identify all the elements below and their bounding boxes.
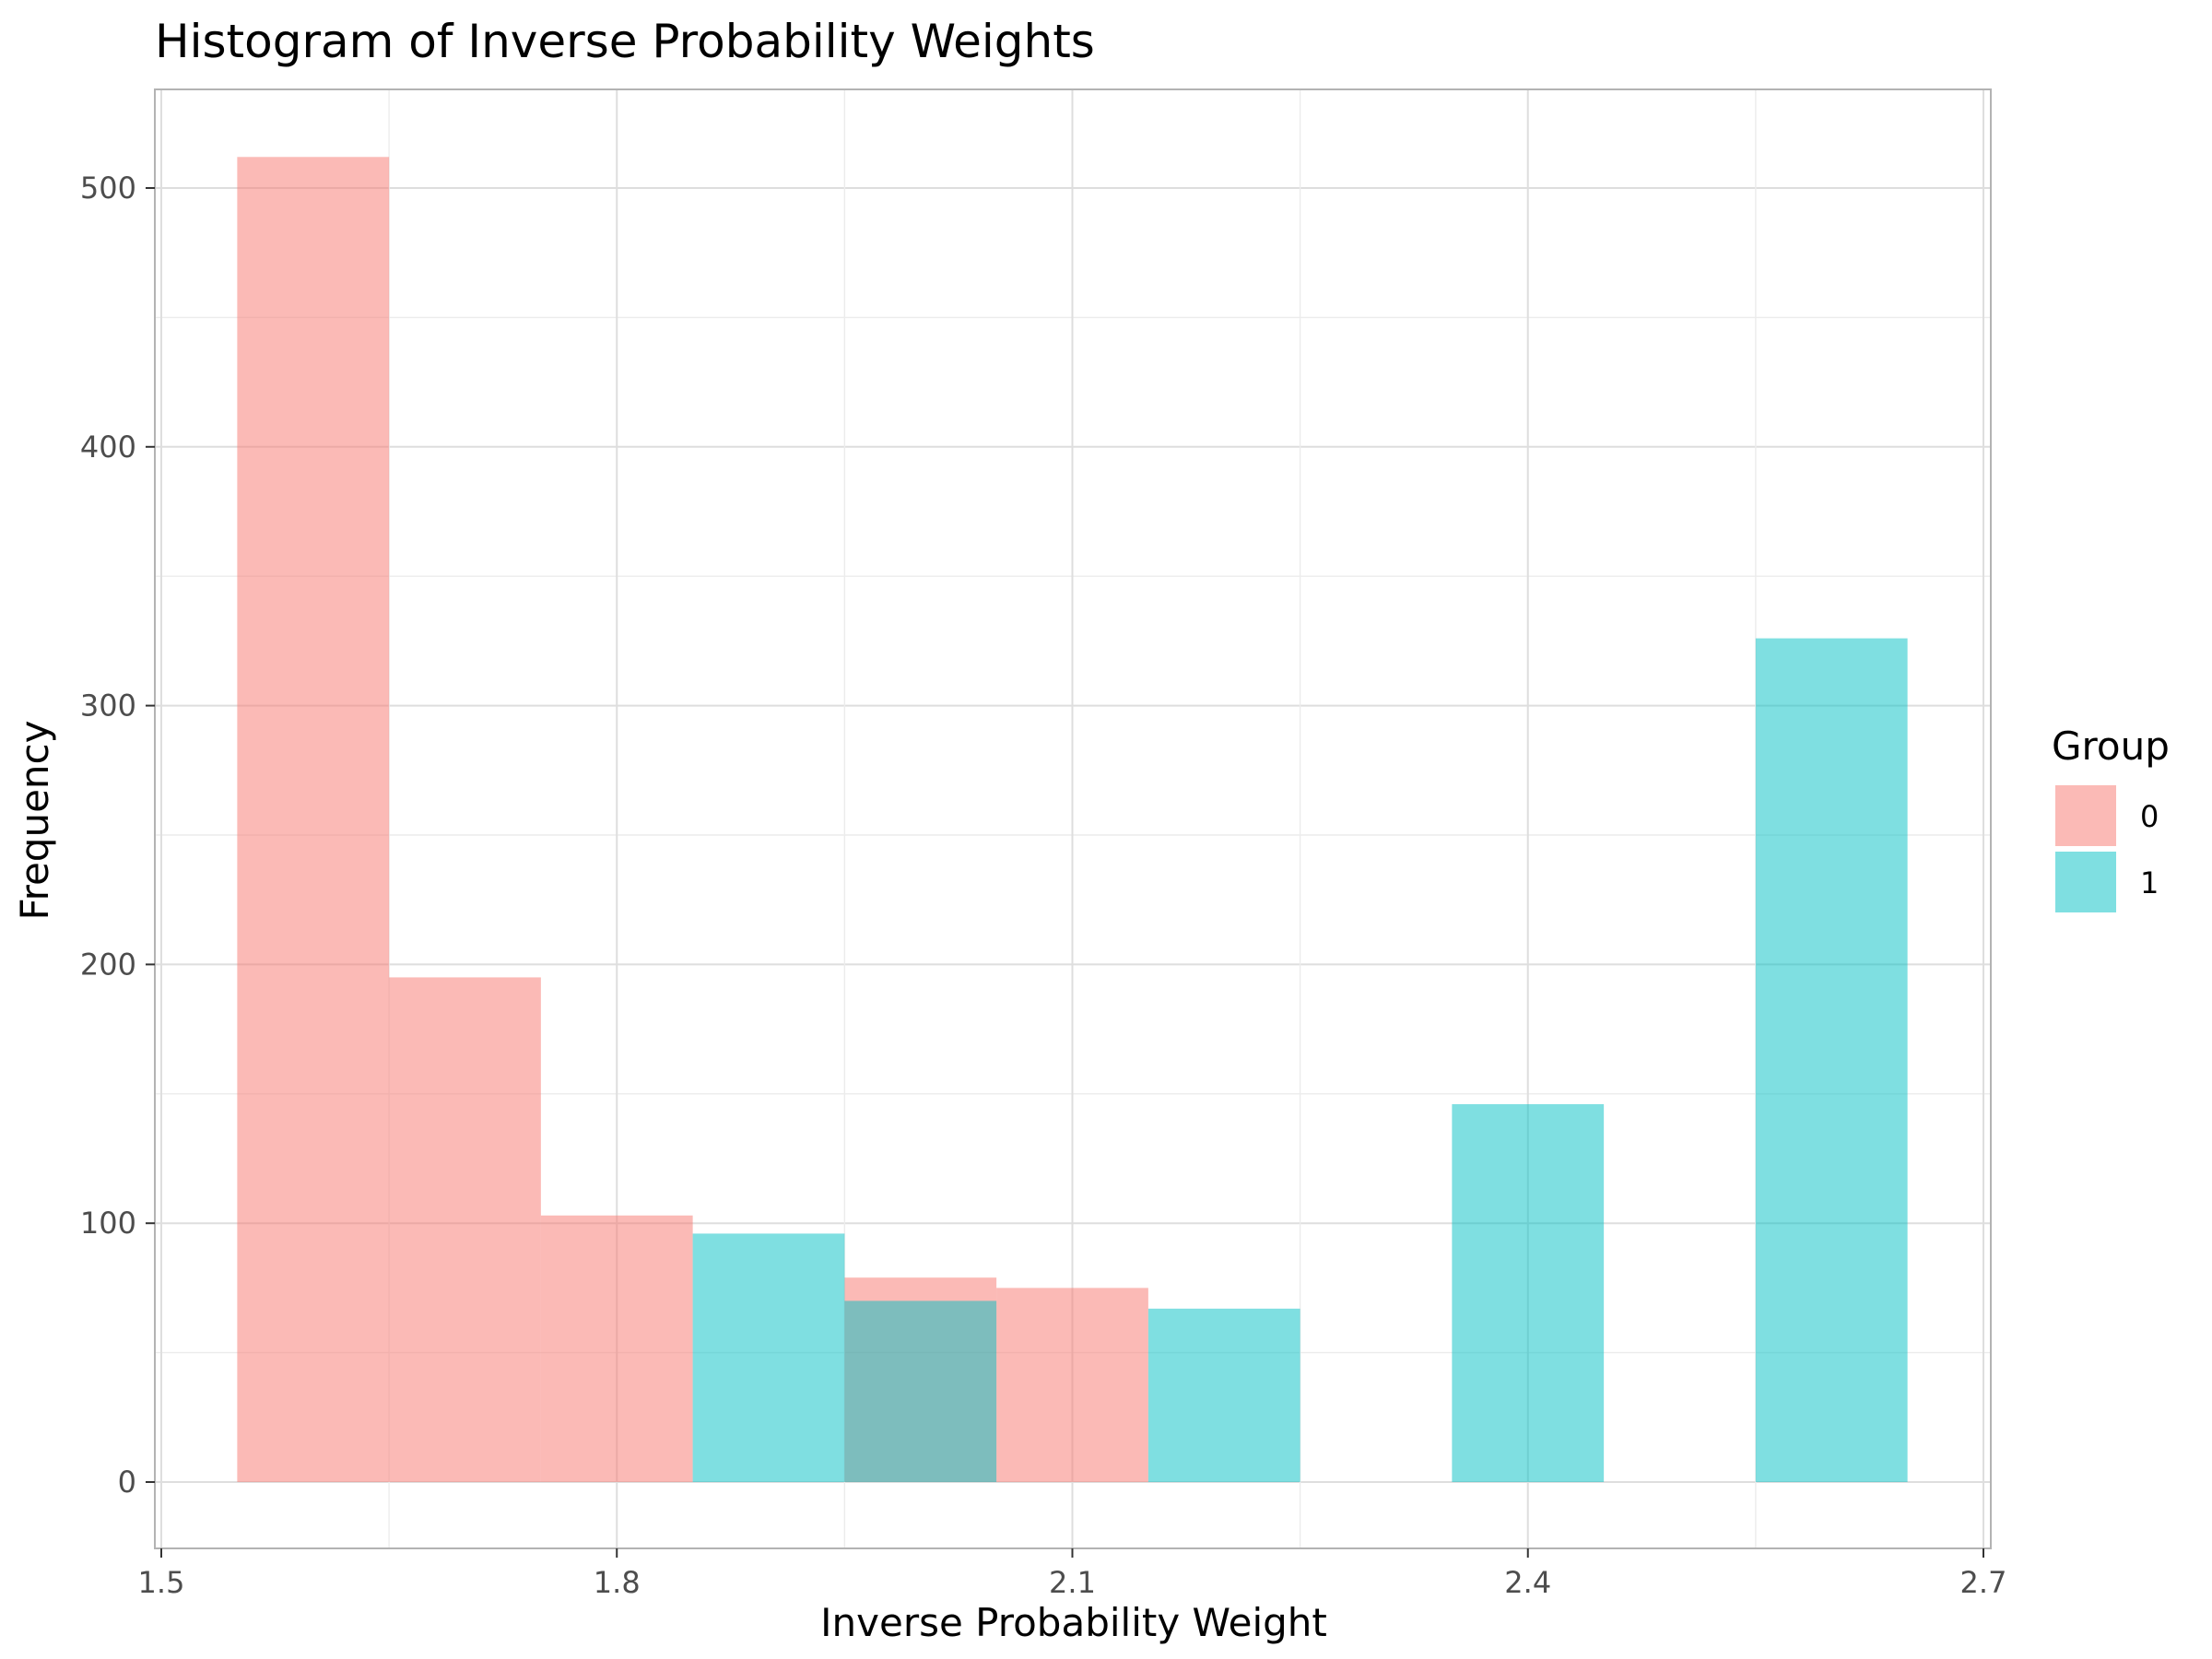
legend: Group 0 1 <box>2052 724 2170 912</box>
legend-key-1 <box>2055 852 2116 912</box>
y-tick-label: 100 <box>80 1206 136 1241</box>
y-tick-label: 200 <box>80 947 136 982</box>
bar-group-0-1 <box>389 977 541 1482</box>
legend-key-0 <box>2055 785 2116 846</box>
bar-group-1-0 <box>692 1233 845 1482</box>
y-tick-label: 500 <box>80 171 136 206</box>
bar-group-1-4 <box>1755 638 1908 1482</box>
x-tick-label: 2.4 <box>1504 1565 1551 1600</box>
bar-group-1-1 <box>844 1300 997 1482</box>
bar-group-0-0 <box>237 157 390 1483</box>
legend-label-0: 0 <box>2140 799 2159 834</box>
bar-group-1-3 <box>1452 1104 1605 1482</box>
x-tick-label: 2.7 <box>1960 1565 2007 1600</box>
x-axis-title: Inverse Probability Weight <box>820 1600 1327 1645</box>
bar-group-0-2 <box>540 1215 693 1482</box>
x-tick-label: 2.1 <box>1049 1565 1096 1600</box>
legend-title: Group <box>2052 724 2170 769</box>
y-tick-label: 0 <box>118 1465 136 1500</box>
y-tick-label: 300 <box>80 688 136 724</box>
y-axis-ticks: 0 100 200 300 400 500 <box>80 171 155 1500</box>
x-tick-label: 1.8 <box>594 1565 641 1600</box>
bar-group-0-4 <box>996 1288 1148 1482</box>
x-tick-label: 1.5 <box>138 1565 185 1600</box>
bars-layer <box>237 157 1908 1483</box>
x-axis-ticks: 1.5 1.8 2.1 2.4 2.7 <box>138 1548 2007 1600</box>
bar-group-1-2 <box>1147 1308 1300 1482</box>
legend-label-1: 1 <box>2140 865 2159 900</box>
y-tick-label: 400 <box>80 429 136 465</box>
y-axis-title: Frequency <box>12 721 57 921</box>
chart-title: Histogram of Inverse Probability Weights <box>155 15 1095 68</box>
